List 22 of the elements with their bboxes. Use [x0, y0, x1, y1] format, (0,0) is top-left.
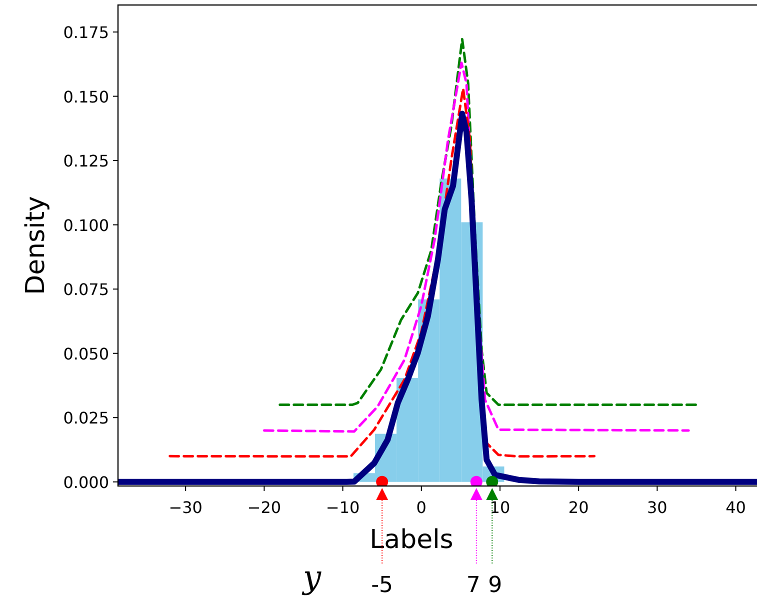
x-tick-label: 40 — [726, 498, 746, 517]
x-tick-label: −20 — [247, 498, 282, 517]
y-tick-label: 0.000 — [63, 472, 109, 492]
x-tick-label: −30 — [168, 498, 202, 517]
y-tick-label: 0.075 — [63, 280, 109, 300]
text: 9 — [488, 573, 502, 598]
y-tick-label: 0.050 — [63, 344, 109, 364]
x-tick-label: 10 — [490, 498, 510, 517]
y-tick-label: 0.025 — [63, 408, 109, 428]
x-tick-label: 0 — [416, 498, 426, 517]
y-tick-label: 0.100 — [63, 216, 109, 235]
y-axis-title: Density — [21, 196, 51, 295]
text: 7 — [466, 573, 480, 598]
text: y — [300, 558, 322, 596]
y-tick-label: 0.125 — [63, 152, 109, 171]
y-tick-label: 0.175 — [63, 22, 109, 42]
y-tick-label: 0.150 — [63, 87, 109, 106]
text: -5 — [371, 573, 394, 598]
x-tick-label: −10 — [326, 498, 360, 517]
x-tick-label: 30 — [647, 498, 668, 517]
x-axis-title: Labels — [370, 525, 454, 555]
x-tick-label: 20 — [568, 498, 589, 517]
